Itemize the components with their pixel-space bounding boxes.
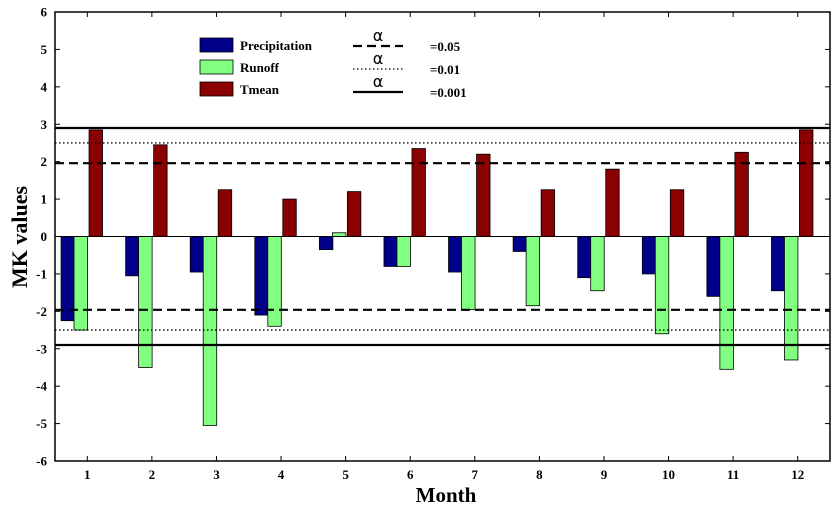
bar-precipitation-month-5 (318, 236, 334, 250)
legend-swatch-precipitation (199, 37, 234, 53)
bars-layer (60, 129, 814, 426)
legend-label-tmean: Tmean (240, 82, 280, 97)
x-tick-label: 1 (84, 467, 91, 482)
bar-runoff-month-12 (784, 236, 799, 361)
x-tick-label: 10 (662, 467, 675, 482)
bar-runoff-month-10 (654, 236, 670, 335)
legend-significance-label: =0.01 (430, 62, 460, 77)
bar-tmean-month-1 (88, 129, 103, 237)
legend-alpha-symbol: α (373, 26, 384, 45)
bar-precipitation-month-8 (512, 236, 528, 252)
bar-runoff-month-1 (73, 236, 88, 331)
x-tick-label: 4 (278, 467, 285, 482)
y-tick-label: -2 (36, 304, 47, 319)
bar-runoff-month-7 (461, 236, 476, 310)
legend-significance-label: =0.001 (430, 85, 467, 100)
y-tick-label: -3 (36, 341, 47, 356)
bar-runoff-month-11 (719, 236, 734, 370)
x-axis-label: Month (416, 483, 477, 507)
bar-tmean-month-9 (605, 168, 620, 237)
y-tick-label: 5 (41, 42, 48, 57)
bar-precipitation-month-3 (189, 236, 205, 273)
bar-precipitation-month-6 (383, 236, 398, 267)
legend-label-precipitation: Precipitation (240, 38, 313, 53)
bar-precipitation-month-2 (125, 236, 140, 277)
bar-runoff-month-5 (331, 232, 347, 237)
bar-precipitation-month-4 (254, 236, 269, 316)
bar-runoff-month-3 (202, 236, 218, 426)
bar-tmean-month-11 (734, 151, 749, 237)
legend-alpha-symbol: α (373, 49, 384, 68)
y-axis-label: MK values (7, 186, 32, 288)
bar-tmean-month-8 (540, 189, 556, 237)
bar-runoff-month-6 (396, 236, 411, 267)
bar-precipitation-month-7 (448, 236, 463, 273)
bar-runoff-month-8 (525, 236, 541, 307)
significance-lines-layer (55, 126, 830, 347)
x-tick-label: 3 (213, 467, 220, 482)
y-tick-label: 6 (41, 5, 48, 20)
legend-significance-label: =0.05 (430, 39, 461, 54)
y-tick-label: 3 (41, 117, 48, 132)
x-tick-label: 2 (149, 467, 156, 482)
y-tick-label: -4 (36, 379, 47, 394)
series-legend: Precipitation Runoff Tmean (199, 37, 313, 97)
y-axis-ticks: -6 -5 -4 -3 -2 -1 0 1 2 3 4 5 6 (36, 5, 830, 469)
legend-swatch-runoff (199, 59, 234, 75)
bar-tmean-month-6 (411, 148, 426, 237)
x-tick-label: 9 (601, 467, 608, 482)
y-tick-label: 0 (41, 229, 48, 244)
bar-tmean-month-3 (217, 189, 233, 237)
bar-runoff-month-4 (267, 236, 282, 327)
bar-tmean-month-7 (476, 153, 491, 237)
x-tick-label: 6 (407, 467, 414, 482)
bar-tmean-month-10 (669, 189, 685, 237)
bar-tmean-month-12 (799, 129, 814, 237)
y-tick-label: 1 (41, 192, 48, 207)
x-axis-ticks: 1 2 3 4 5 6 7 8 9 10 11 12 (84, 12, 804, 482)
legend-swatch-tmean (199, 81, 234, 97)
y-tick-label: -5 (36, 416, 47, 431)
legend-label-runoff: Runoff (240, 60, 280, 75)
bar-tmean-month-2 (153, 144, 168, 237)
y-tick-label: -6 (36, 454, 47, 469)
x-tick-label: 5 (342, 467, 349, 482)
legend-alpha-symbol: α (373, 72, 384, 91)
x-tick-label: 11 (727, 467, 739, 482)
significance-legend: α =0.05 α =0.01 α =0.001 (353, 26, 467, 100)
bar-tmean-month-5 (346, 191, 362, 237)
bar-precipitation-month-9 (577, 236, 592, 279)
bar-runoff-month-2 (138, 236, 153, 368)
x-tick-label: 12 (791, 467, 804, 482)
bar-runoff-month-9 (590, 236, 605, 292)
x-tick-label: 8 (536, 467, 543, 482)
x-tick-label: 7 (472, 467, 479, 482)
bar-precipitation-month-1 (60, 236, 75, 322)
bar-precipitation-month-10 (641, 236, 657, 275)
y-tick-label: -1 (36, 266, 47, 281)
bar-tmean-month-4 (282, 198, 297, 237)
y-tick-label: 2 (41, 154, 48, 169)
y-tick-label: 4 (41, 79, 48, 94)
bar-precipitation-month-11 (706, 236, 721, 297)
bar-precipitation-month-12 (771, 236, 786, 292)
